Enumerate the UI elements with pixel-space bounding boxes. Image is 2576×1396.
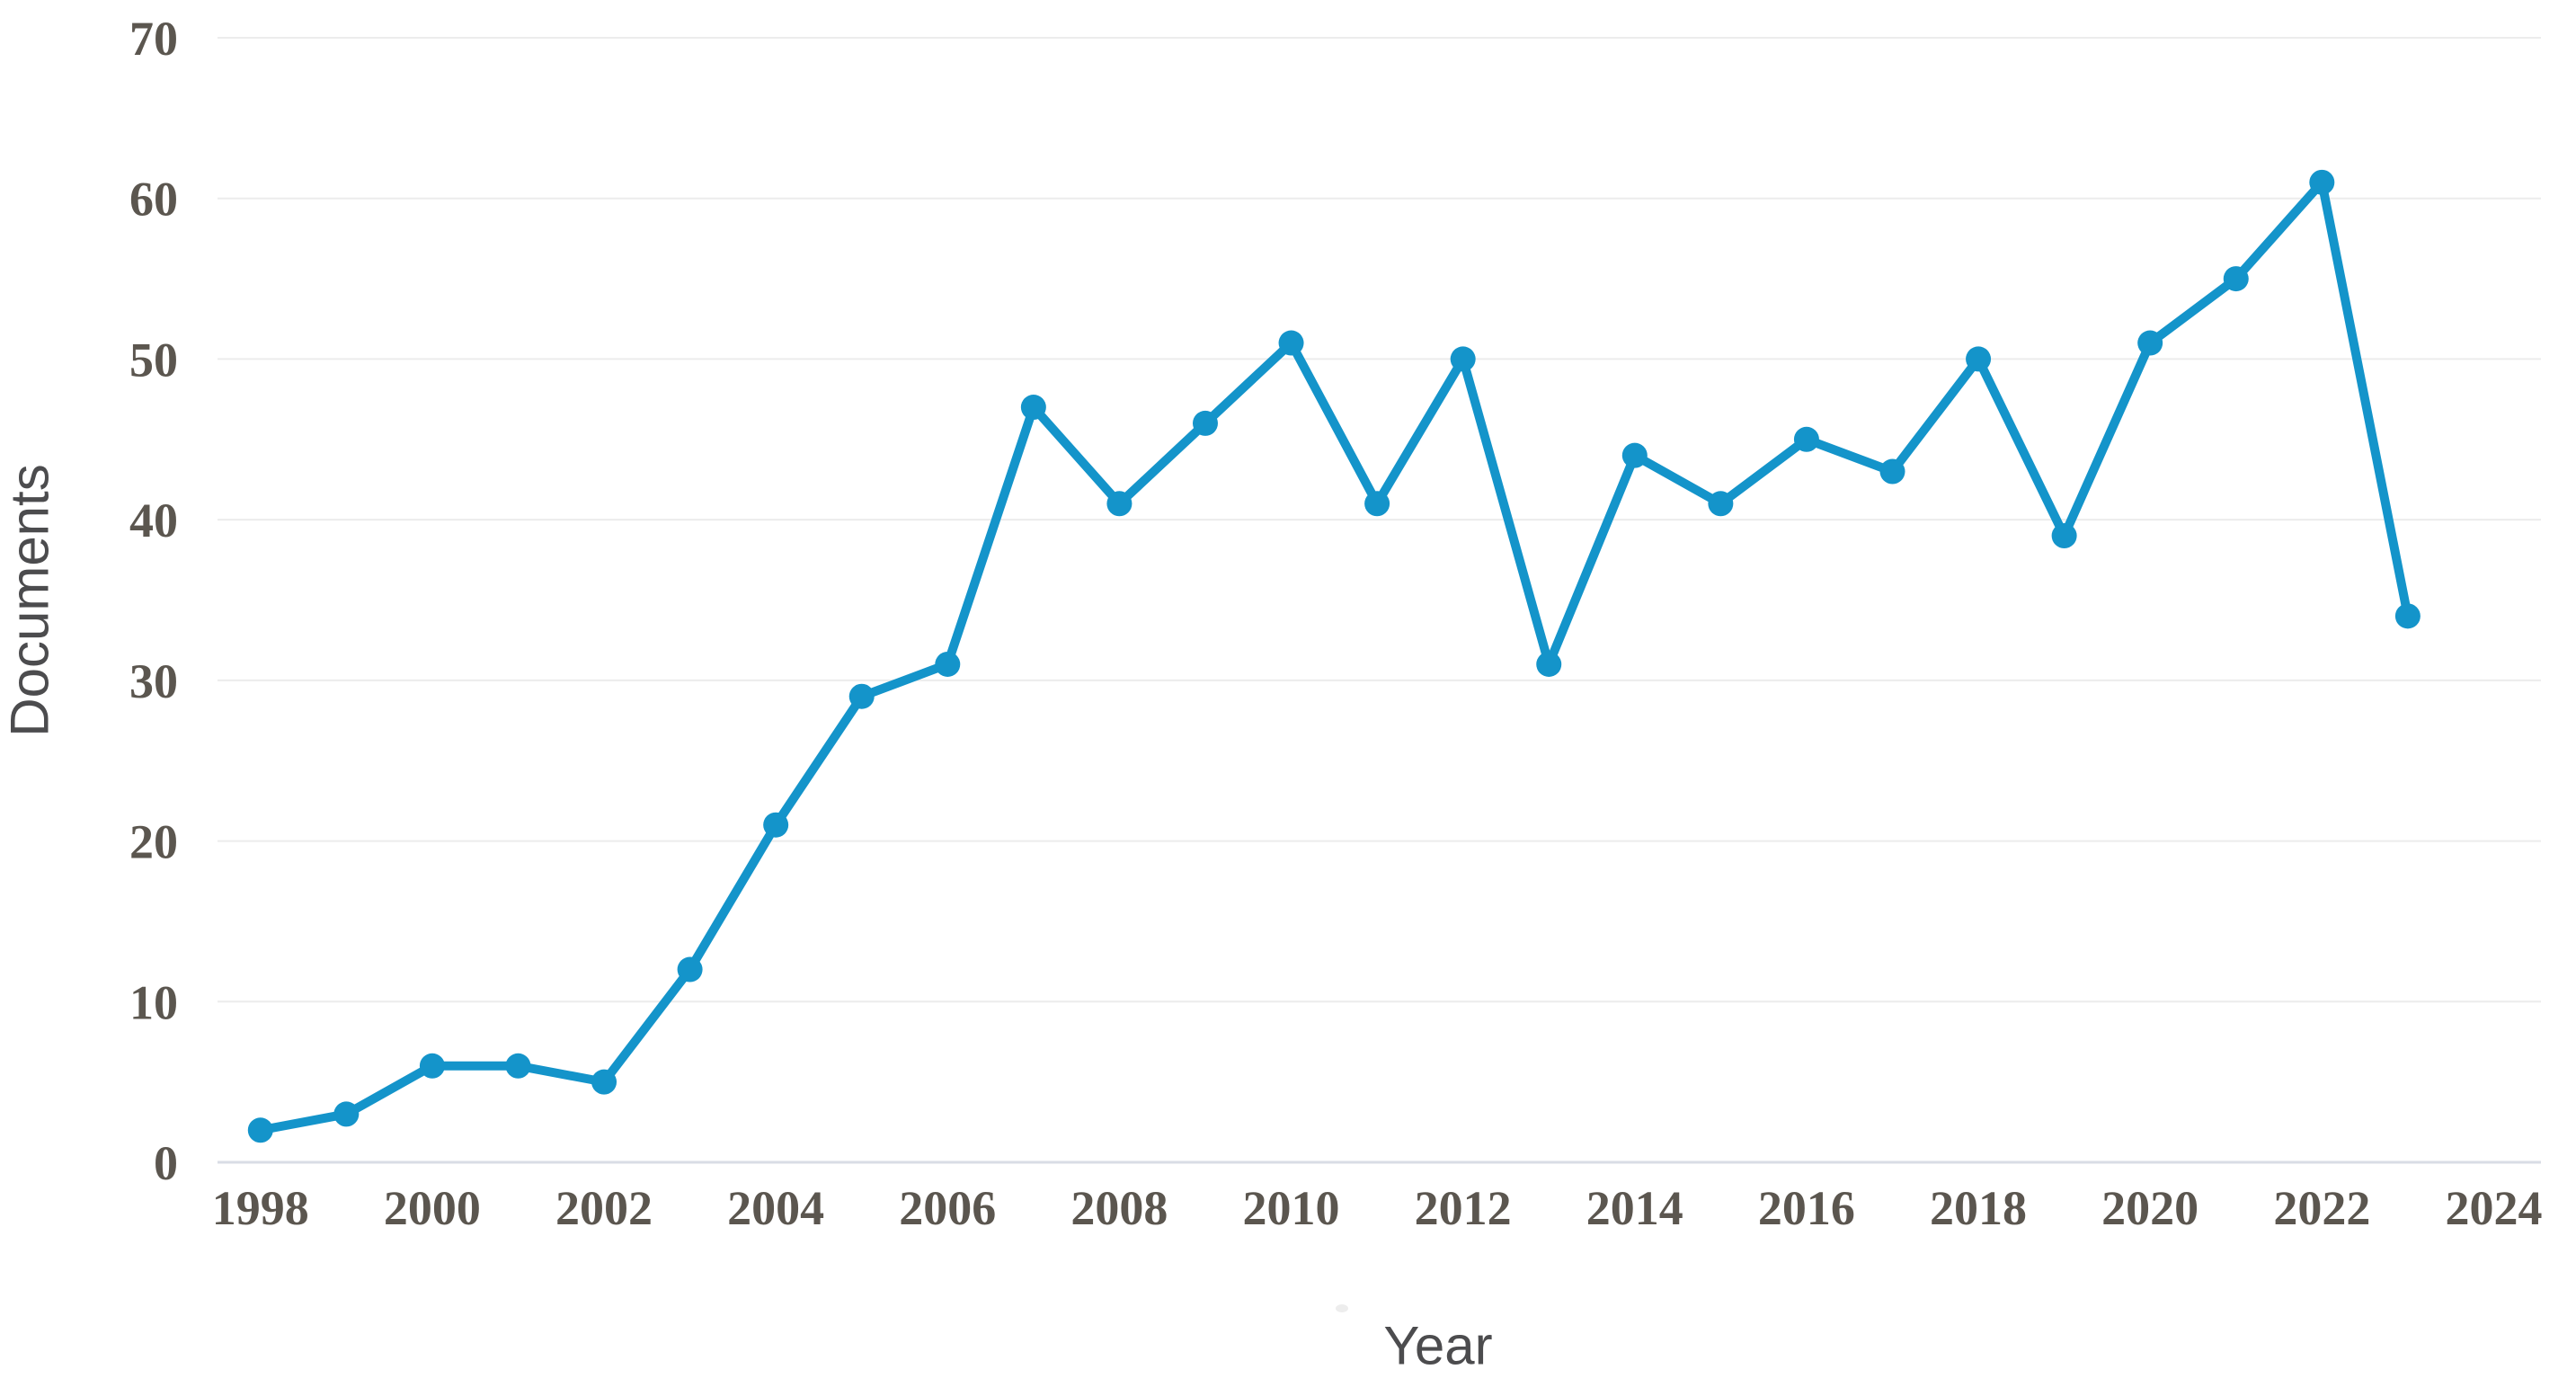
data-point-2020[interactable] <box>2137 330 2163 356</box>
x-tick-label-2006: 2006 <box>899 1181 996 1235</box>
data-point-2001[interactable] <box>505 1053 531 1079</box>
data-point-2021[interactable] <box>2223 266 2249 292</box>
data-point-2019[interactable] <box>2051 523 2077 549</box>
x-tick-label-2012: 2012 <box>1415 1181 1512 1235</box>
x-tick-label-2020: 2020 <box>2101 1181 2198 1235</box>
data-point-2000[interactable] <box>419 1053 445 1079</box>
data-point-2006[interactable] <box>935 651 961 677</box>
data-point-2010[interactable] <box>1278 330 1304 356</box>
x-axis-title: Year <box>1383 1315 1493 1376</box>
data-point-2014[interactable] <box>1621 442 1648 468</box>
data-point-2013[interactable] <box>1536 651 1562 677</box>
data-point-2005[interactable] <box>848 683 875 709</box>
data-point-2011[interactable] <box>1364 491 1390 517</box>
x-tick-label-2010: 2010 <box>1243 1181 1340 1235</box>
x-tick-label-2018: 2018 <box>1930 1181 2027 1235</box>
data-point-2004[interactable] <box>763 812 789 838</box>
data-point-1998[interactable] <box>247 1117 273 1143</box>
data-point-2022[interactable] <box>2309 169 2335 195</box>
y-axis-title: Documents <box>0 464 60 737</box>
data-point-2003[interactable] <box>677 956 703 983</box>
data-point-2023[interactable] <box>2394 603 2421 629</box>
x-tick-label-2000: 2000 <box>384 1181 481 1235</box>
y-tick-label-60: 60 <box>129 173 178 227</box>
data-point-2018[interactable] <box>1966 346 1992 372</box>
data-point-2009[interactable] <box>1192 410 1218 436</box>
y-tick-label-70: 70 <box>129 12 178 66</box>
y-tick-label-0: 0 <box>154 1136 178 1190</box>
y-tick-label-40: 40 <box>129 493 178 547</box>
x-tick-label-2014: 2014 <box>1586 1181 1683 1235</box>
y-tick-label-10: 10 <box>129 975 178 1029</box>
x-tick-label-2002: 2002 <box>555 1181 653 1235</box>
y-tick-label-50: 50 <box>129 333 178 387</box>
x-tick-label-2022: 2022 <box>2273 1181 2370 1235</box>
y-tick-label-20: 20 <box>129 815 178 869</box>
data-point-2002[interactable] <box>591 1069 617 1095</box>
data-point-2008[interactable] <box>1106 491 1133 517</box>
x-tick-label-2004: 2004 <box>727 1181 824 1235</box>
x-tick-label-2024: 2024 <box>2445 1181 2542 1235</box>
x-tick-label-2008: 2008 <box>1070 1181 1168 1235</box>
data-point-2016[interactable] <box>1793 426 1819 452</box>
y-tick-label-30: 30 <box>129 654 178 708</box>
x-tick-label-2016: 2016 <box>1758 1181 1855 1235</box>
data-point-2012[interactable] <box>1450 346 1476 372</box>
smudge-artifact <box>1336 1304 1348 1312</box>
trend-line <box>255 177 2412 1135</box>
data-point-2017[interactable] <box>1879 458 1905 485</box>
x-tick-label-1998: 1998 <box>212 1181 309 1235</box>
data-point-2007[interactable] <box>1020 395 1046 421</box>
data-point-2015[interactable] <box>1708 491 1734 517</box>
data-point-1999[interactable] <box>333 1101 360 1127</box>
